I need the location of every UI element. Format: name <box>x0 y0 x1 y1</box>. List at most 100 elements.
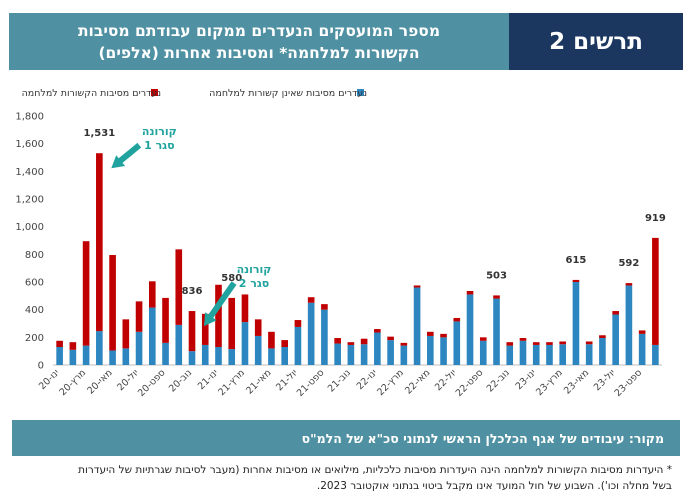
bar-war <box>374 329 381 333</box>
bar-other <box>215 347 222 365</box>
bar-other <box>175 324 183 365</box>
y-tick-label: 1,400 <box>15 167 44 178</box>
bar-war <box>360 338 368 345</box>
bar-war <box>122 319 130 349</box>
bar-war <box>294 320 302 327</box>
bar-war <box>612 311 619 315</box>
bar-other <box>294 326 302 365</box>
bar-war <box>82 241 90 346</box>
bar-other <box>82 345 90 365</box>
bar-other <box>572 282 580 365</box>
legend-label-other: נעדרים מסיבות שאינן קשורות למלחמה <box>209 88 367 99</box>
bar-war <box>254 319 262 336</box>
bar-other <box>479 340 487 365</box>
bar-other <box>281 347 288 365</box>
bar-other <box>148 307 156 365</box>
total-label: 836 <box>182 286 203 297</box>
bar-other <box>466 294 474 365</box>
legend-swatch-other <box>357 89 364 96</box>
footnote: * היעדרות מסיבות הקשורות למלחמה הינה היע… <box>12 462 672 494</box>
x-tick-label: נוב-20 <box>167 367 194 394</box>
legend-swatch-war <box>151 89 158 96</box>
bar-war <box>519 338 527 341</box>
bar-other <box>453 321 461 365</box>
bar-other <box>599 338 606 365</box>
bar-war <box>546 342 553 345</box>
bar-war <box>321 304 328 310</box>
bar-war <box>493 295 500 299</box>
bar-war <box>427 331 434 336</box>
x-tick-label: מאי-20 <box>85 367 114 396</box>
bar-war <box>638 330 646 334</box>
bar-war <box>453 317 461 322</box>
bar-war <box>400 342 408 346</box>
bar-other <box>122 348 130 365</box>
bar-other <box>638 333 646 365</box>
bar-war <box>334 338 341 344</box>
bar-war <box>413 285 421 288</box>
bar-war <box>440 333 447 338</box>
bar-other <box>440 337 447 365</box>
y-tick-label: 600 <box>25 278 44 289</box>
source-text: מקור: עיבודים של אגף הכלכלן הראשי לנתוני… <box>301 430 664 446</box>
bar-other <box>374 332 381 365</box>
bar-other <box>546 344 553 365</box>
bar-war <box>479 337 487 341</box>
x-tick-label: מאי-23 <box>562 367 591 396</box>
bars <box>56 153 659 365</box>
bar-war <box>69 342 77 350</box>
footnote-line2: בשל מחלה וכו'). השבוע של חול המועד אינו … <box>316 480 672 492</box>
bar-war <box>532 342 540 345</box>
chart-title-line2: הקשורות למלחמה* ומסיבות אחרות (אלפים) <box>98 43 420 62</box>
bar-war <box>201 313 209 345</box>
total-label: 503 <box>486 270 507 281</box>
total-label: 592 <box>618 258 639 269</box>
bar-war <box>466 290 474 295</box>
bar-other <box>201 344 209 365</box>
bar-other <box>585 344 593 365</box>
x-tick-label: מרץ-22 <box>375 367 406 398</box>
bar-war <box>585 341 593 345</box>
annotation-arrow <box>111 142 142 169</box>
x-tick-label: ספט-20 <box>136 367 168 399</box>
bar-war <box>109 255 116 351</box>
annotation-sublabel: סגר 1 <box>144 139 175 152</box>
bar-other <box>228 349 236 365</box>
bar-other <box>254 335 262 365</box>
bar-war <box>281 340 288 348</box>
figure-number-badge: תרשים 2 <box>509 13 683 70</box>
bar-other <box>400 345 408 365</box>
bar-war <box>56 340 63 348</box>
x-tick-label: נוב-21 <box>326 367 353 394</box>
annotation-arrow <box>204 281 237 327</box>
bar-war <box>268 331 275 349</box>
bar-other <box>268 348 275 365</box>
chart-title-line1: מספר המועסקים הנעדרים ממקום עבודתם מסיבו… <box>77 21 441 40</box>
y-tick-label: 1,600 <box>15 139 44 150</box>
bar-other <box>96 331 103 365</box>
stacked-bar-chart: נעדרים מסיבות שאינן קשורות למלחמה נעדרים… <box>15 88 665 399</box>
annotation-label: קורונה <box>142 125 177 138</box>
bar-other <box>413 287 421 365</box>
y-tick-label: 0 <box>38 361 44 372</box>
bar-war <box>387 336 394 341</box>
bar-other <box>321 309 328 365</box>
x-tick-label: נוב-22 <box>485 367 512 394</box>
total-label: 1,531 <box>84 128 116 139</box>
bar-war <box>162 297 169 343</box>
y-tick-label: 800 <box>25 250 44 261</box>
bar-other <box>387 340 394 365</box>
bar-other <box>493 298 500 365</box>
bar-other <box>519 340 527 365</box>
footnote-line1: * היעדרות מסיבות הקשורות למלחמה הינה היע… <box>78 464 672 476</box>
bar-war <box>625 283 633 286</box>
bar-war <box>135 301 143 332</box>
bar-other <box>532 344 540 365</box>
chart-title: מספר המועסקים הנעדרים ממקום עבודתם מסיבו… <box>9 13 509 70</box>
bar-other <box>307 302 315 365</box>
legend-label-war: נעדרים מסיבות הקשורות למלחמה <box>22 88 161 99</box>
bar-war <box>652 237 659 345</box>
total-label: 580 <box>221 273 242 284</box>
bar-war <box>307 297 315 303</box>
